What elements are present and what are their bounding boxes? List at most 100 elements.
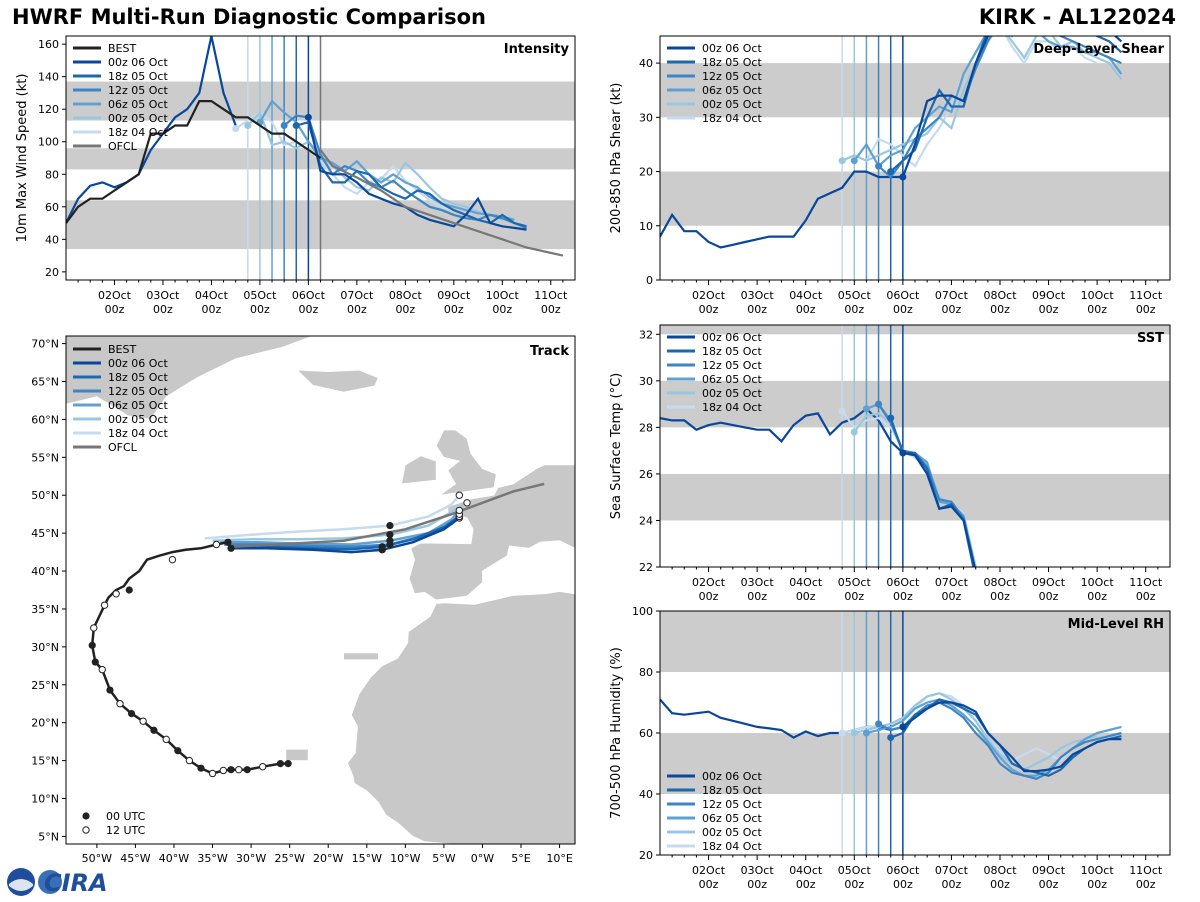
forecast-end-marker [463,499,471,507]
forecast-mid-marker [386,531,394,539]
shaded-band [660,611,1170,672]
best-marker-00z [227,766,235,774]
legend-label: 00z 06 Oct [108,357,168,370]
y-tick-label: 22 [639,561,653,574]
x-tick-label: 09Oct 00z [437,289,471,316]
panel-title: Deep-Layer Shear [1033,42,1164,57]
lon-tick-label: 45°W [120,852,150,865]
run-start-marker [875,400,883,408]
legend-label: 18z 05 Oct [702,56,762,69]
legend-label: 18z 04 Oct [108,126,168,139]
best-marker-12z [235,765,243,774]
x-tick-label: 03Oct 00z [146,289,180,316]
best-marker-12z [168,555,177,564]
y-axis-label: 700-500 hPa Humidity (%) [609,647,624,819]
run-start-marker [838,407,846,415]
run-start-marker [850,729,858,737]
forecast-mid-marker [386,537,394,545]
x-tick-label: 06Oct 00z [886,576,920,603]
x-tick-label: 11Oct 00z [1129,864,1163,891]
plot-area [660,611,1170,855]
x-tick-label: 03Oct 00z [741,289,775,316]
best-marker-12z [98,665,106,674]
x-tick-label: 11Oct 00z [1129,576,1163,603]
run-start-marker [850,428,858,436]
legend-label: 00z 05 Oct [108,112,168,125]
legend-label: 18z 05 Oct [108,371,168,384]
legend-label: 00z 06 Oct [702,42,762,55]
legend-label: OFCL [108,441,138,454]
run-line-3 [866,698,1122,777]
x-tick-label: 07Oct 00z [340,289,374,316]
legend-label: 00z 06 Oct [702,331,762,344]
x-tick-label: 02Oct 00z [692,576,726,603]
run-track-0 [231,516,461,554]
y-tick-label: 160 [38,38,59,51]
lon-tick-label: 5°W [432,852,455,865]
x-tick-label: 04Oct 00z [195,289,229,316]
lat-tick-label: 5°N [38,830,59,843]
y-axis-label: 200-850 hPa Shear (kt) [609,83,624,234]
x-tick-label: 07Oct 00z [935,289,969,316]
run-start-marker [838,729,846,737]
best-marker-12z [100,601,109,609]
sst-chart: 22 24 26 28 30 32 02Oct 00z 03Oct 00z 04Oct 00z 05Oc… [609,324,1171,603]
best-marker-12z [116,700,124,708]
shear-chart: 0 10 20 30 40 02Oct 00z 03Oct 00z 04Oct 00z 05Oct 00… [609,35,1171,316]
y-tick-label: 20 [639,849,653,862]
legend-marker-12z [82,826,90,834]
run-track-5 [204,494,461,540]
y-tick-label: 30 [639,111,653,124]
x-tick-label: 10Oct 00z [1081,289,1115,316]
ofcl-track [230,482,545,549]
land-ireland [401,455,437,485]
logo-text: CIRA [44,869,108,897]
lat-tick-label: 50°N [31,489,59,502]
best-marker-12z [219,766,228,775]
panel-title: SST [1137,331,1164,346]
y-tick-label: 26 [639,468,653,481]
lat-tick-label: 35°N [31,603,59,616]
y-tick-label: 20 [45,266,59,279]
best-marker-12z [208,769,217,778]
lat-tick-label: 40°N [31,565,59,578]
best-marker-00z [127,709,136,718]
ofcl-line [319,149,564,257]
early-run-line [66,36,237,224]
cira-logo: CIRA [4,866,114,902]
lat-tick-label: 20°N [31,717,59,730]
run-start-marker [875,162,883,170]
best-marker-00z [243,766,251,774]
legend-label: OFCL [108,140,138,153]
lon-tick-label: 10°E [546,852,572,865]
run-track-3 [220,509,461,546]
y-tick-label: 120 [38,103,59,116]
best-marker-00z [284,760,292,768]
lon-tick-label: 25°W [274,852,304,865]
x-tick-label: 03Oct 00z [741,576,775,603]
x-tick-label: 02Oct 00z [692,289,726,316]
shaded-band [660,380,1170,428]
x-tick-label: 02Oct 00z [98,289,132,316]
x-tick-label: 10Oct 00z [1081,576,1115,603]
legend-label: 06z 05 Oct [702,812,762,825]
best-marker-12z [90,624,98,632]
lon-tick-label: 30°W [236,852,266,865]
x-tick-label: 04Oct 00z [789,864,823,891]
y-axis-label: 10m Max Wind Speed (kt) [15,74,30,243]
plot-area [660,325,1170,567]
best-marker-00z [91,658,99,666]
run-line-2 [877,36,1122,179]
panel-title: Mid-Level RH [1068,617,1164,632]
best-marker-00z [227,544,235,552]
legend-label: 12z 05 Oct [702,359,762,372]
legend-label: 12z 05 Oct [108,84,168,97]
legend-label: 18z 04 Oct [702,401,762,414]
forecast-mid-marker [378,543,386,551]
lon-tick-label: 20°W [313,852,343,865]
map-area [66,336,575,844]
run-start-marker [887,414,895,422]
lon-tick-label: 50°W [82,852,112,865]
